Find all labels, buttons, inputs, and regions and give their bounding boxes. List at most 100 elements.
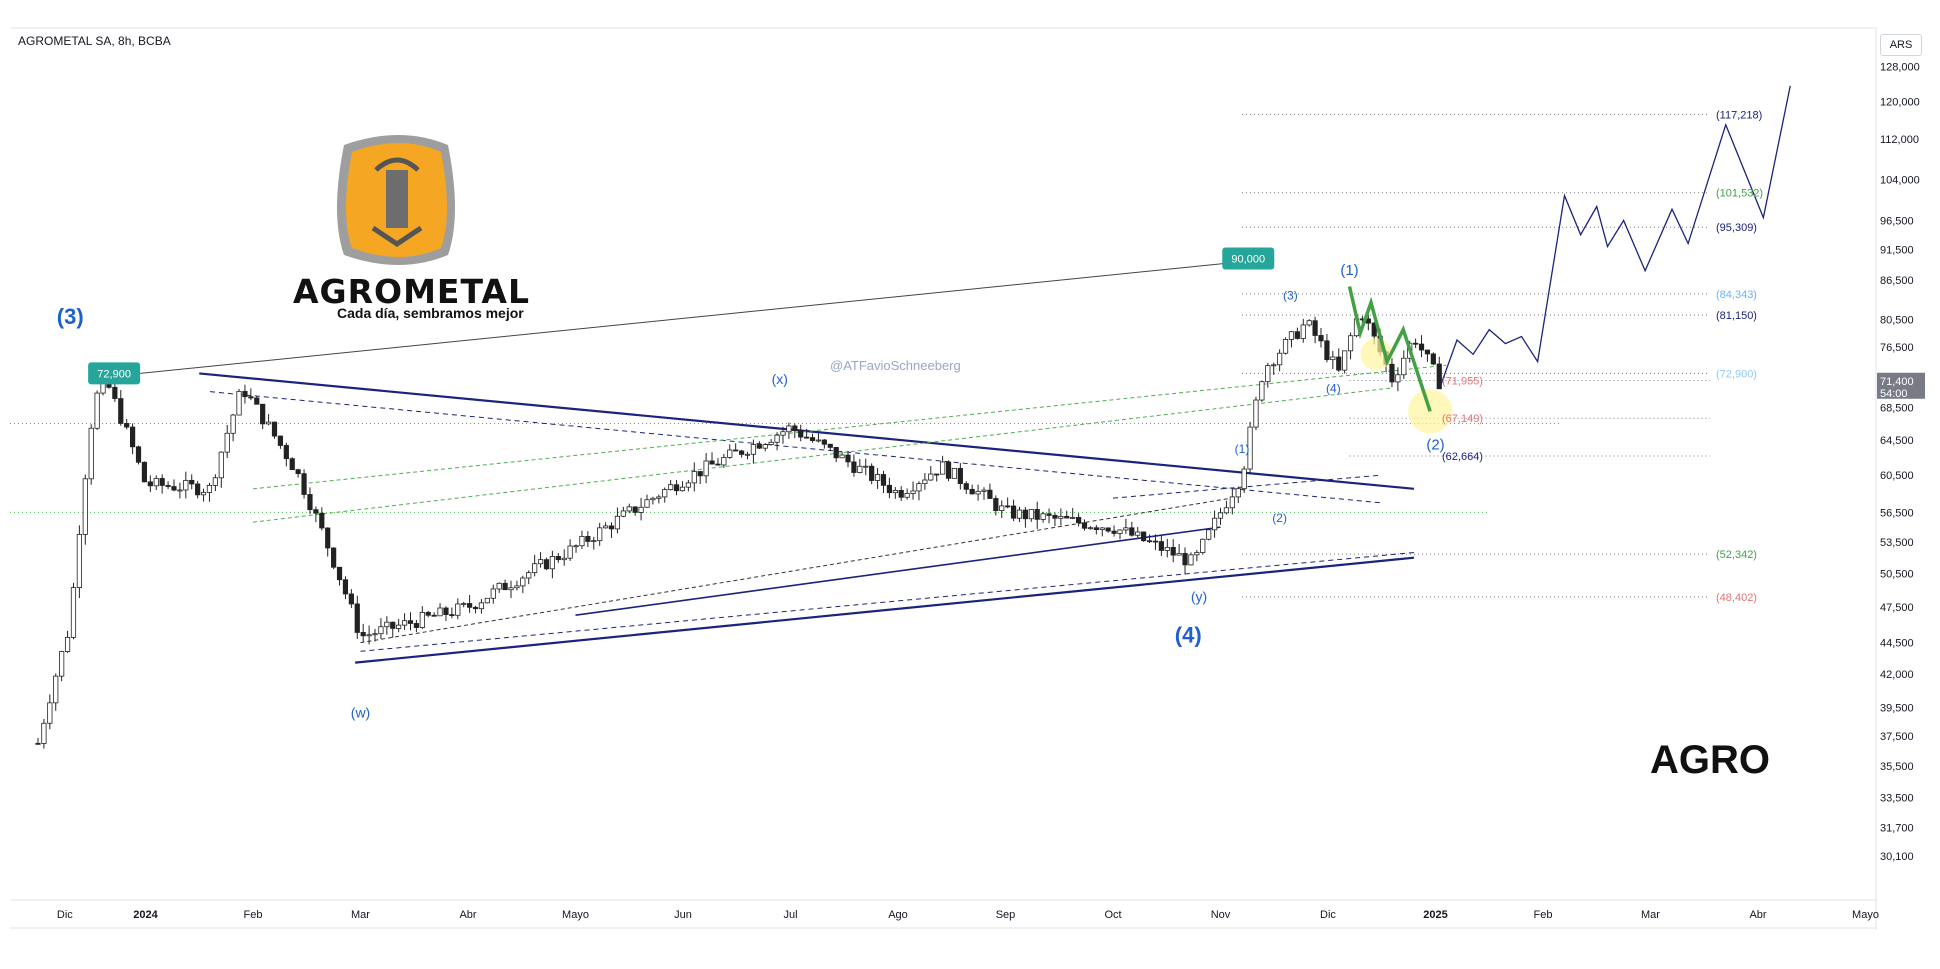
candle-body (1300, 324, 1306, 339)
x-tick-label: 2024 (133, 909, 158, 921)
candle-body (455, 603, 461, 616)
x-tick-label: Mar (1641, 909, 1660, 921)
candle-body (271, 421, 278, 437)
candle-body (892, 490, 898, 494)
logo-wordmark: AGROMETAL (293, 272, 530, 311)
candle-body (608, 525, 615, 530)
y-tick-label: 104,000 (1880, 175, 1920, 187)
candle-body (727, 449, 733, 458)
candle-body (910, 490, 916, 494)
candle-body (165, 485, 171, 487)
candle-body (336, 566, 343, 581)
candle-body (248, 396, 254, 399)
candle-body (1229, 496, 1235, 509)
candle-body (378, 626, 384, 635)
level-label: (62,664) (1442, 451, 1483, 463)
candle-body (88, 427, 94, 480)
candle-body (857, 465, 863, 473)
level-label: (84,343) (1716, 289, 1757, 301)
x-tick-label: Abr (1749, 909, 1766, 921)
last-price-label: 71,400 (1880, 376, 1914, 388)
y-tick-label: 68,500 (1880, 402, 1914, 414)
y-tick-label: 39,500 (1880, 703, 1914, 715)
candle-body (1076, 517, 1082, 524)
candle-body (502, 582, 508, 591)
wave-label: (2) (1426, 437, 1444, 454)
price-axis[interactable]: 30,100 31,700 33,500 35,500 37,500 39,500 42,0… (1877, 61, 1925, 863)
candle-body (673, 484, 680, 492)
candle-body (999, 505, 1005, 511)
x-tick-label: Dic (1320, 909, 1336, 921)
y-tick-label: 128,000 (1880, 61, 1920, 73)
time-axis[interactable]: Dic 2024 Feb Mar Abr Mayo Jun Jul Ago Sep Oct Nov Di… (57, 909, 1879, 921)
candle-body (1430, 353, 1436, 365)
candle-body (679, 486, 686, 492)
candle-body (845, 454, 851, 463)
candle-body (295, 469, 301, 475)
y-tick-label: 30,100 (1880, 851, 1914, 863)
x-tick-label: 2025 (1423, 909, 1447, 921)
candle-body (1235, 488, 1241, 498)
candle-body (1371, 322, 1377, 337)
candle-body (1005, 505, 1011, 508)
candle-body (869, 465, 875, 481)
inner-channel-line (360, 497, 1232, 644)
candle-body (1176, 552, 1182, 556)
candle-body (407, 620, 414, 624)
candle-body (963, 483, 969, 490)
candle-body (35, 742, 41, 745)
candle-body (874, 474, 881, 481)
candle-body (597, 527, 603, 542)
candle-body (1211, 517, 1218, 531)
wave-label: (x) (772, 371, 788, 387)
logo-base (371, 225, 423, 248)
candle-body (437, 607, 443, 617)
wave-label: (4) (1175, 623, 1202, 648)
candle-body (1418, 343, 1425, 351)
candle-body (851, 461, 857, 473)
candle-body (47, 702, 53, 724)
candle-body (1217, 512, 1224, 519)
candle-body (82, 478, 88, 535)
level-label: (71,955) (1442, 376, 1483, 388)
candle-body (396, 624, 402, 629)
y-tick-label: 47,500 (1880, 602, 1914, 614)
green-channel-lower (252, 387, 1393, 523)
candle-body (1223, 507, 1230, 514)
candle-body (650, 497, 656, 501)
candle-body (709, 460, 715, 465)
candle-body (685, 482, 691, 488)
candle-body (1294, 331, 1300, 339)
x-tick-label: Jul (783, 909, 797, 921)
candle-body (520, 577, 526, 587)
author-watermark: @ATFavioSchneeberg (830, 358, 961, 373)
agrometal-logo (337, 135, 455, 265)
candle-body (496, 582, 502, 590)
candle-body (159, 478, 165, 486)
x-tick-label: Feb (244, 909, 263, 921)
y-tick-label: 53,500 (1880, 537, 1914, 549)
y-tick-label: 86,500 (1880, 275, 1914, 287)
candle-body (591, 540, 597, 543)
green-channel-upper (252, 364, 1447, 490)
triangle-lower-line (355, 556, 1415, 664)
candle-body (940, 461, 946, 475)
candle-body (744, 453, 751, 456)
candle-body (1058, 515, 1064, 519)
candle-body (1146, 540, 1153, 543)
candle-body (863, 465, 869, 468)
level-label: (72,900) (1716, 368, 1757, 380)
candle-body (171, 486, 177, 491)
currency-button[interactable]: ARS (1880, 34, 1922, 56)
candle-body (277, 435, 284, 446)
candle-body (118, 398, 124, 424)
candle-body (656, 496, 662, 499)
level-labels: (117,218) (101,532) (95,309) (84,343) (81,15… (1442, 109, 1763, 603)
candle-body (1436, 363, 1442, 390)
candle-body (94, 392, 100, 429)
candle-body (703, 460, 709, 477)
candle-body (1152, 540, 1159, 543)
candle-body (827, 443, 833, 448)
candle-body (1099, 527, 1105, 531)
